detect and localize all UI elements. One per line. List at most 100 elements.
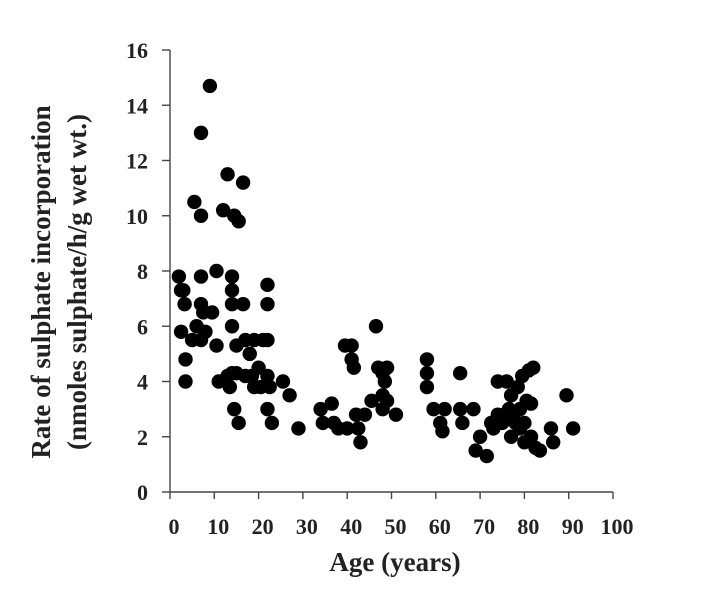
data-point [379,393,395,409]
data-point [419,352,435,367]
data-point [224,319,240,334]
data-point [202,78,218,94]
data-point [419,366,435,381]
x-tick-label: 50 [385,514,407,539]
data-point [177,296,192,312]
data-point [517,415,532,431]
data-point [545,435,561,450]
data-point [275,374,291,389]
data-point [455,415,470,431]
data-point [452,366,468,381]
data-point [198,324,213,339]
data-point [565,421,581,436]
y-tick-label: 0 [137,480,148,505]
data-point [388,407,404,422]
data-point [379,360,395,375]
data-point [419,379,435,395]
data-point [357,407,373,422]
y-tick-label: 10 [126,204,148,229]
data-point [215,203,231,218]
x-tick-label: 70 [473,514,495,539]
data-point [260,296,275,312]
data-point [260,332,275,348]
x-axis-ticks: 0 10 20 30 40 50 60 70 80 90 100 [169,492,634,539]
data-point [435,424,450,439]
data-point [264,415,280,431]
data-point [452,401,468,417]
data-point [224,283,240,298]
data-point [173,324,189,339]
y-tick-label: 8 [137,259,148,284]
x-tick-label: 80 [517,514,539,539]
y-tick-label: 16 [126,38,148,63]
data-point [260,368,275,384]
x-tick-label: 90 [562,514,584,539]
plot-area [171,78,581,464]
data-point [526,360,541,375]
data-point [187,194,202,210]
data-point [523,429,539,444]
data-point [472,429,488,444]
y-axis-ticks: 0 2 4 6 8 10 12 14 16 [126,38,170,505]
x-tick-label: 40 [340,514,362,539]
y-tick-label: 12 [126,149,148,174]
data-point [523,396,539,411]
data-point [231,214,246,229]
data-point [262,379,277,395]
data-point [313,401,328,417]
x-tick-label: 10 [207,514,229,539]
x-tick-label: 60 [429,514,451,539]
data-point [209,263,224,279]
x-axis-title: Age (years) [329,547,460,577]
x-tick-label: 20 [252,514,274,539]
data-point [260,401,275,417]
data-point [193,125,209,141]
y-tick-label: 2 [137,425,148,450]
data-point [499,374,514,389]
data-point [224,296,240,312]
data-point [204,305,220,320]
data-point [466,401,481,417]
data-point [231,415,246,431]
data-point [291,421,306,436]
data-point [479,448,494,464]
data-point [209,338,224,353]
data-point [468,443,483,458]
x-tick-label: 30 [296,514,318,539]
data-point [368,319,384,334]
x-tick-label: 0 [169,514,180,539]
data-point [559,388,574,403]
y-tick-label: 14 [126,93,148,118]
data-point [227,401,242,417]
data-point [315,415,331,431]
data-point [437,401,452,417]
data-point [282,388,297,403]
data-point [426,401,441,417]
data-point [510,379,525,395]
data-point [235,175,251,190]
y-tick-label: 4 [137,370,148,395]
data-point [346,360,362,375]
data-point [543,421,559,436]
data-point [353,435,368,450]
data-point [222,379,238,395]
data-point [351,421,366,436]
data-point [377,374,393,389]
data-point [220,167,235,182]
data-point [242,346,257,362]
data-point [260,277,275,293]
data-point [340,421,355,436]
data-point [178,352,193,367]
data-point [193,269,209,284]
x-tick-label: 100 [601,514,634,539]
data-point [171,269,187,284]
data-point [224,269,240,284]
y-axis-title-line2: (nmoles sulphate/h/g wet wt.) [62,114,92,450]
data-point [532,443,548,458]
y-axis-title-line1: Rate of sulphate incorporation [26,105,56,458]
data-point [178,374,193,389]
data-point [344,338,359,353]
data-point [364,393,379,409]
data-point [176,283,191,298]
